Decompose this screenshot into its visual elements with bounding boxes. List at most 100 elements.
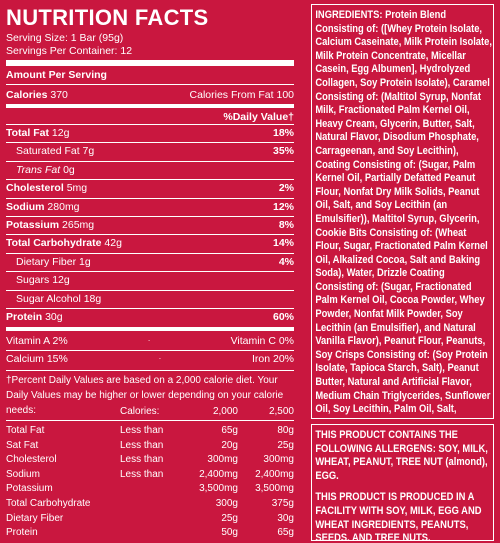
calories: Calories 370 [6, 88, 68, 102]
nutrient-name: Sugar Alcohol [16, 292, 81, 305]
nutrient: Protein 30g [6, 310, 63, 324]
nutrient: Sugar Alcohol 18g [6, 292, 101, 306]
allergens: THIS PRODUCT CONTAINS THE FOLLOWING ALLE… [312, 425, 493, 541]
nutrient-row: Sugar Alcohol 18g [6, 292, 294, 306]
nutrient-name: Saturated Fat [16, 145, 80, 158]
nutrient-name: Potassium [6, 219, 60, 231]
rule [6, 124, 294, 125]
dv-table-cell: 65g [277, 527, 294, 539]
nutrient-name: Trans Fat [16, 163, 61, 176]
rule [6, 370, 294, 372]
nutrient-amount: 5mg [66, 182, 88, 195]
dv-table-cell: 65g [221, 425, 238, 436]
nutrient-row: Sodium 280mg 12% [6, 200, 294, 214]
nutrient-amount: 12g [52, 274, 70, 287]
nutrient-amount: 0g [63, 163, 75, 176]
nutrient-row: Potassium 265mg 8% [6, 218, 294, 232]
facts-panel: NUTRITION FACTS Serving Size: 1 Bar (95g… [6, 0, 294, 543]
calories-label: Calories [6, 89, 48, 101]
daily-value: 8% [278, 219, 294, 231]
rule [6, 216, 294, 217]
nutrient-amount: 30g [45, 311, 63, 323]
nutrient: Dietary Fiber 1g [6, 255, 91, 269]
dv-table-header: Calories: [120, 406, 160, 417]
daily-value: 2% [278, 182, 294, 195]
nutrient: Potassium 265mg [6, 218, 94, 232]
vitamin: Vitamin A 2% [6, 335, 68, 348]
rule [6, 350, 294, 352]
dv-table-cell: Protein [6, 527, 38, 539]
dv-table-cell: 25g [221, 512, 238, 524]
nutrient-row: Saturated Fat 7g 35% [6, 144, 294, 158]
ingredients-box: INGREDIENTS: Protein Blend Consisting of… [311, 4, 494, 419]
title: NUTRITION FACTS [6, 5, 209, 30]
nutrient: Trans Fat 0g [6, 163, 75, 177]
dv-table-cell: 2,400mg [255, 468, 294, 480]
nutrient: Total Carbohydrate 42g [6, 236, 122, 250]
dv-table-cell: 20g [221, 439, 238, 451]
nutrient-row: Total Fat 12g 18% [6, 126, 294, 140]
nutrient: Total Fat 12g [6, 126, 69, 140]
dv-header: %Daily Value† [223, 111, 294, 123]
allergens-box: THIS PRODUCT CONTAINS THE FOLLOWING ALLE… [311, 424, 494, 541]
nutrient-name: Protein [6, 311, 43, 323]
nutrient-name: Total Fat [6, 127, 49, 139]
nutrient-row: Total Carbohydrate 42g 14% [6, 236, 294, 250]
nutrient-row: Sugars 12g [6, 273, 294, 287]
nutrient-name: Dietary Fiber [16, 255, 77, 268]
daily-value: 4% [278, 255, 294, 268]
nutrient-amount: 7g [82, 145, 95, 158]
dv-table-cell: 50g [221, 527, 238, 539]
dv-table-cell: Dietary Fiber [6, 512, 64, 524]
calories-value: 370 [50, 89, 68, 101]
separator: · [158, 354, 162, 364]
nutrient-name: Total Carbohydrate [6, 237, 102, 250]
rule [6, 271, 294, 273]
nutrient: Sugars 12g [6, 273, 70, 287]
dv-table-cell: Less than [120, 454, 164, 466]
dv-table-cell: Sat Fat [6, 439, 39, 451]
dv-table-header: 2,500 [268, 406, 294, 417]
daily-value: 35% [272, 145, 294, 158]
nutrient-row: Cholesterol 5mg 2% [6, 181, 294, 195]
daily-value: 12% [272, 200, 294, 213]
nutrient-row: Dietary Fiber 1g 4% [6, 255, 294, 269]
dv-table-cell: Less than [120, 425, 164, 436]
nutrient-amount: 42g [104, 237, 122, 250]
rule [6, 252, 294, 254]
calories-row: Calories 370 Calories From Fat 100 [6, 88, 294, 102]
vitamin: Calcium 15% [6, 353, 68, 366]
rule [6, 197, 294, 199]
dv-table-cell: Less than [120, 439, 164, 451]
rule [6, 142, 294, 144]
daily-value: 60% [272, 311, 294, 323]
dv-table-cell: 300mg [207, 454, 238, 466]
rule [6, 308, 294, 309]
rule [6, 289, 294, 291]
nutrient-amount: 1g [79, 255, 91, 268]
dv-table-cell: 375g [271, 498, 294, 509]
dv-table-cell: Total Carbohydrate [6, 498, 91, 509]
dv-table-cell: 25g [277, 439, 294, 451]
allergen-statement: THIS PRODUCT IS PRODUCED IN A FACILITY W… [315, 491, 482, 541]
daily-value: 18% [272, 127, 294, 139]
nutrient-row: Trans Fat 0g [6, 163, 294, 177]
vitamin-row: Vitamin A 2% · Vitamin C 0% [6, 334, 294, 348]
calories-from-fat: Calories From Fat 100 [189, 89, 294, 101]
dv-table-cell: Total Fat [6, 425, 45, 436]
thick-rule [6, 60, 294, 66]
nutrient-name: Sodium [6, 200, 45, 213]
nutrient-row: Protein 30g 60% [6, 310, 294, 324]
separator: · [147, 336, 151, 346]
dv-table-cell: 3,500mg [255, 483, 294, 495]
nutrient-amount: 18g [83, 292, 102, 305]
nutrient: Cholesterol 5mg [6, 181, 87, 195]
dv-table-cell: 300mg [263, 454, 294, 466]
nutrient: Saturated Fat 7g [6, 144, 94, 158]
rule [6, 234, 294, 236]
ingredients: INGREDIENTS: Protein Blend Consisting of… [315, 9, 492, 418]
nutrient-name: Sugars [16, 274, 50, 287]
rule [6, 160, 294, 162]
dv-table-cell: Potassium [6, 483, 53, 495]
